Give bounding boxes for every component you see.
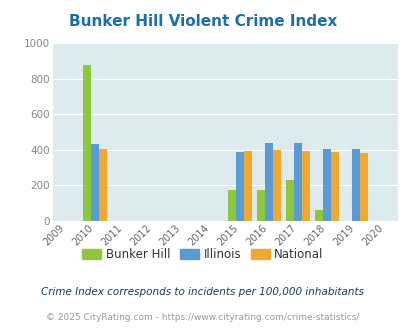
Bar — [322, 149, 330, 221]
Bar — [272, 150, 280, 221]
Bar — [235, 151, 243, 221]
Bar — [330, 152, 338, 221]
Legend: Bunker Hill, Illinois, National: Bunker Hill, Illinois, National — [77, 244, 328, 266]
Bar — [243, 151, 252, 221]
Bar — [227, 190, 235, 221]
Text: Crime Index corresponds to incidents per 100,000 inhabitants: Crime Index corresponds to incidents per… — [41, 287, 364, 297]
Bar — [99, 149, 107, 221]
Bar — [293, 143, 301, 221]
Bar — [301, 151, 309, 221]
Text: Bunker Hill Violent Crime Index: Bunker Hill Violent Crime Index — [68, 14, 337, 29]
Bar — [83, 65, 91, 221]
Bar — [91, 144, 99, 221]
Bar — [285, 180, 293, 221]
Bar — [359, 153, 367, 221]
Bar — [351, 149, 359, 221]
Bar — [314, 211, 322, 221]
Bar — [256, 190, 264, 221]
Text: © 2025 CityRating.com - https://www.cityrating.com/crime-statistics/: © 2025 CityRating.com - https://www.city… — [46, 313, 359, 322]
Bar — [264, 143, 272, 221]
